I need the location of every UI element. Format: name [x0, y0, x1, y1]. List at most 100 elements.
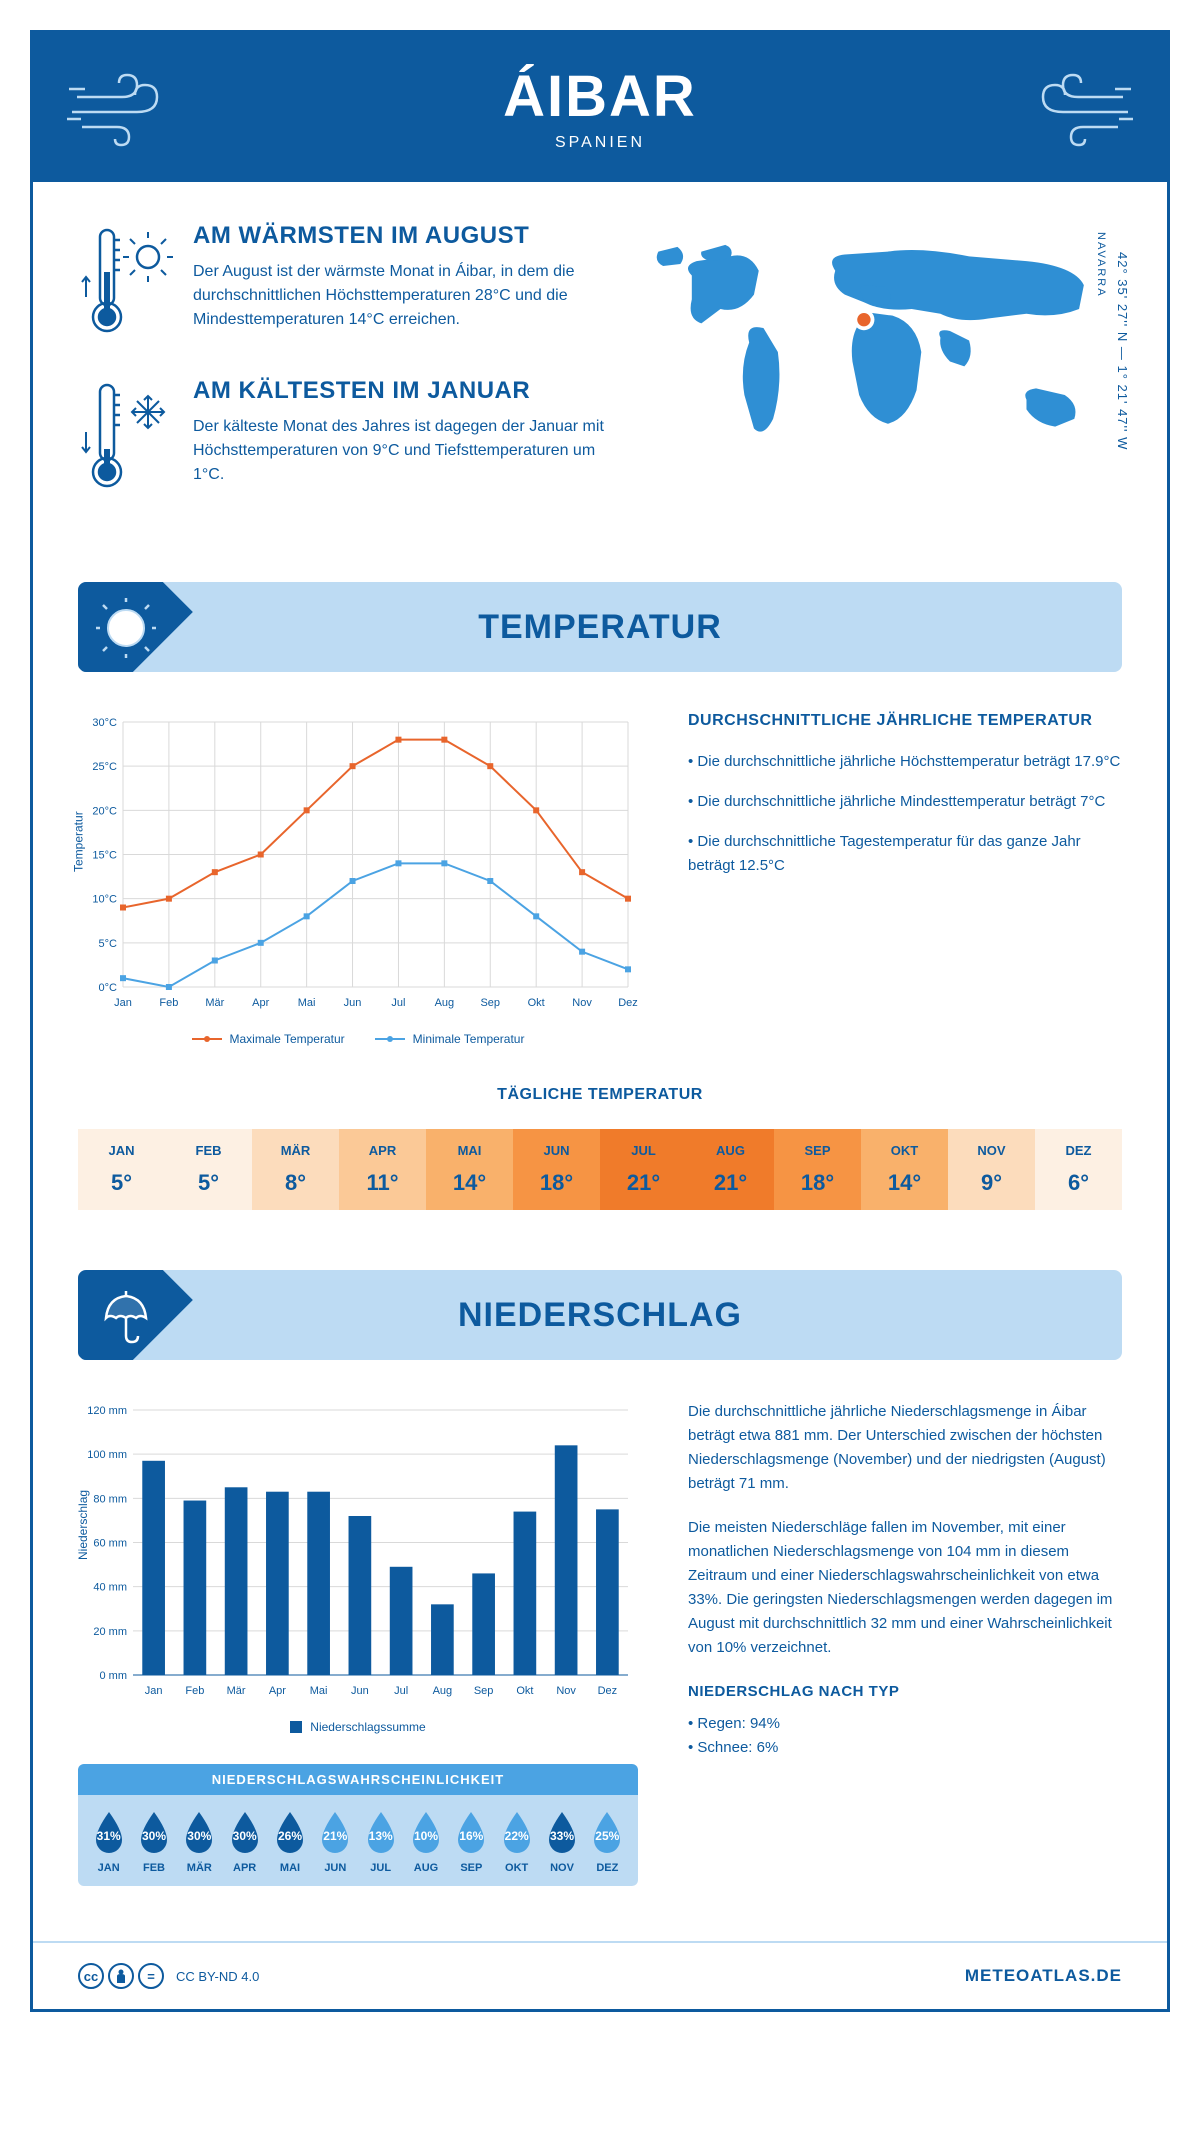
svg-text:Nov: Nov	[572, 997, 592, 1009]
precip-legend: Niederschlagssumme	[78, 1720, 638, 1734]
svg-text:15°C: 15°C	[92, 850, 117, 862]
daily-temp-grid: JAN5°FEB5°MÄR8°APR11°MAI14°JUN18°JUL21°A…	[78, 1129, 1122, 1210]
probability-cell: 30% APR	[222, 1810, 267, 1874]
svg-text:20°C: 20°C	[92, 805, 117, 817]
svg-text:Jan: Jan	[114, 997, 132, 1009]
daily-temp-cell: OKT14°	[861, 1129, 948, 1210]
raindrop-icon: 21%	[313, 1810, 358, 1856]
avg-temp-line: • Die durchschnittliche Tagestemperatur …	[688, 830, 1122, 878]
probability-cell: 22% OKT	[494, 1810, 539, 1874]
svg-text:20 mm: 20 mm	[93, 1626, 127, 1638]
daily-temp-cell: JUN18°	[513, 1129, 600, 1210]
raindrop-icon: 31%	[86, 1810, 131, 1856]
raindrop-icon: 22%	[494, 1810, 539, 1856]
raindrop-icon: 25%	[585, 1810, 630, 1856]
avg-temp-title: DURCHSCHNITTLICHE JÄHRLICHE TEMPERATUR	[688, 712, 1122, 730]
raindrop-icon: 10%	[403, 1810, 448, 1856]
temp-y-label: Temperatur	[71, 811, 85, 872]
svg-text:30°C: 30°C	[92, 717, 117, 729]
svg-text:Jun: Jun	[351, 1685, 369, 1697]
svg-text:Apr: Apr	[252, 997, 269, 1009]
page-title: ÁIBAR	[503, 63, 697, 130]
region-label: NAVARRA	[1095, 232, 1107, 298]
raindrop-icon: 30%	[131, 1810, 176, 1856]
precipitation-title: NIEDERSCHLAG	[78, 1296, 1122, 1335]
svg-text:80 mm: 80 mm	[93, 1493, 127, 1505]
svg-text:Okt: Okt	[528, 997, 545, 1009]
raindrop-icon: 13%	[358, 1810, 403, 1856]
daily-temp-cell: AUG21°	[687, 1129, 774, 1210]
svg-text:10°C: 10°C	[92, 894, 117, 906]
precip-y-label: Niederschlag	[76, 1489, 90, 1559]
site-name: METEOATLAS.DE	[965, 1966, 1122, 1986]
svg-text:Apr: Apr	[269, 1685, 286, 1697]
svg-text:Jul: Jul	[394, 1685, 408, 1697]
svg-text:0°C: 0°C	[99, 982, 118, 994]
world-map: NAVARRA 42° 35' 27'' N — 1° 21' 47'' W	[644, 222, 1122, 532]
raindrop-icon: 16%	[449, 1810, 494, 1856]
probability-cell: 13% JUL	[358, 1810, 403, 1874]
daily-temp-title: TÄGLICHE TEMPERATUR	[78, 1086, 1122, 1104]
probability-cell: 26% MAI	[267, 1810, 312, 1874]
svg-text:Jul: Jul	[391, 997, 405, 1009]
daily-temp-cell: MAI14°	[426, 1129, 513, 1210]
daily-temp-cell: DEZ6°	[1035, 1129, 1122, 1210]
wind-icon	[67, 67, 177, 152]
coldest-body: Der kälteste Monat des Jahres ist dagege…	[193, 415, 604, 487]
svg-text:Okt: Okt	[516, 1685, 533, 1697]
precip-type-line: • Regen: 94%	[688, 1712, 1122, 1736]
svg-text:120 mm: 120 mm	[87, 1405, 127, 1417]
probability-grid: 31% JAN 30% FEB 30% MÄR 30%	[78, 1795, 638, 1886]
cc-icon: cc	[78, 1963, 104, 1989]
warmest-block: AM WÄRMSTEN IM AUGUST Der August ist der…	[78, 222, 604, 347]
svg-text:Jan: Jan	[145, 1685, 163, 1697]
svg-text:Feb: Feb	[185, 1685, 204, 1697]
page-subtitle: SPANIEN	[503, 134, 697, 152]
cc-icons: cc =	[78, 1963, 164, 1989]
precipitation-bar-chart: 0 mm20 mm40 mm60 mm80 mm100 mm120 mmJanF…	[78, 1400, 638, 1700]
svg-text:Aug: Aug	[435, 997, 455, 1009]
svg-text:Dez: Dez	[598, 1685, 618, 1697]
probability-title: NIEDERSCHLAGSWAHRSCHEINLICHKEIT	[78, 1764, 638, 1795]
raindrop-icon: 30%	[177, 1810, 222, 1856]
coldest-title: AM KÄLTESTEN IM JANUAR	[193, 377, 604, 405]
coldest-block: AM KÄLTESTEN IM JANUAR Der kälteste Mona…	[78, 377, 604, 502]
avg-temp-line: • Die durchschnittliche jährliche Höchst…	[688, 750, 1122, 774]
nd-icon: =	[138, 1963, 164, 1989]
thermometer-cold-icon	[78, 377, 173, 502]
license-text: CC BY-ND 4.0	[176, 1969, 259, 1984]
header: ÁIBAR SPANIEN	[32, 32, 1168, 182]
thermometer-hot-icon	[78, 222, 173, 347]
temperature-title: TEMPERATUR	[78, 608, 1122, 647]
daily-temp-cell: JUL21°	[600, 1129, 687, 1210]
svg-text:0 mm: 0 mm	[100, 1670, 128, 1682]
warmest-body: Der August ist der wärmste Monat in Áiba…	[193, 260, 604, 332]
probability-cell: 33% NOV	[539, 1810, 584, 1874]
precip-text-2: Die meisten Niederschläge fallen im Nove…	[688, 1516, 1122, 1660]
daily-temp-cell: MÄR8°	[252, 1129, 339, 1210]
svg-text:Jun: Jun	[344, 997, 362, 1009]
by-icon	[108, 1963, 134, 1989]
svg-text:100 mm: 100 mm	[87, 1449, 127, 1461]
daily-temp-cell: SEP18°	[774, 1129, 861, 1210]
precip-type-line: • Schnee: 6%	[688, 1736, 1122, 1760]
svg-text:Sep: Sep	[474, 1685, 494, 1697]
probability-cell: 16% SEP	[449, 1810, 494, 1874]
precip-type-title: NIEDERSCHLAG NACH TYP	[688, 1680, 1122, 1704]
svg-text:Mai: Mai	[298, 997, 316, 1009]
svg-text:Mär: Mär	[205, 997, 224, 1009]
precip-text-1: Die durchschnittliche jährliche Niedersc…	[688, 1400, 1122, 1496]
footer: cc = CC BY-ND 4.0 METEOATLAS.DE	[33, 1941, 1167, 2009]
svg-text:40 mm: 40 mm	[93, 1582, 127, 1594]
daily-temp-cell: JAN5°	[78, 1129, 165, 1210]
raindrop-icon: 26%	[267, 1810, 312, 1856]
svg-text:Dez: Dez	[618, 997, 638, 1009]
probability-cell: 25% DEZ	[585, 1810, 630, 1874]
daily-temp-cell: NOV9°	[948, 1129, 1035, 1210]
umbrella-icon	[96, 1286, 156, 1351]
wind-icon	[1023, 67, 1133, 152]
probability-cell: 30% MÄR	[177, 1810, 222, 1874]
coordinates: 42° 35' 27'' N — 1° 21' 47'' W	[1115, 252, 1130, 450]
temperature-banner: TEMPERATUR	[78, 582, 1122, 672]
svg-text:Nov: Nov	[556, 1685, 576, 1697]
